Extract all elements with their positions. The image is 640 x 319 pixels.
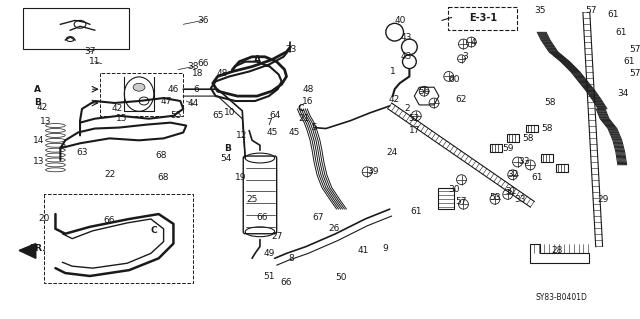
Text: 9: 9 <box>382 244 388 253</box>
Text: 33: 33 <box>518 158 530 167</box>
Text: 12: 12 <box>236 131 247 140</box>
Text: 57: 57 <box>456 197 467 206</box>
Text: 57: 57 <box>630 45 640 54</box>
Text: 59: 59 <box>502 144 513 153</box>
Text: C: C <box>150 226 157 235</box>
Text: B: B <box>224 144 231 153</box>
Text: 43: 43 <box>401 52 412 61</box>
Text: 51: 51 <box>263 271 275 280</box>
Text: 1: 1 <box>390 67 396 76</box>
Text: 27: 27 <box>271 232 282 241</box>
Text: 57: 57 <box>586 6 597 15</box>
Text: FR.: FR. <box>29 244 46 253</box>
Text: 3: 3 <box>463 52 468 61</box>
Text: 47: 47 <box>161 97 172 106</box>
Text: 2: 2 <box>404 104 410 113</box>
Text: 25: 25 <box>246 195 258 204</box>
Text: 30: 30 <box>448 185 460 194</box>
Text: 54: 54 <box>220 153 231 162</box>
Text: 67: 67 <box>312 212 324 221</box>
Text: 58: 58 <box>544 99 556 108</box>
Text: 55: 55 <box>171 111 182 120</box>
Text: 23: 23 <box>285 45 297 54</box>
Text: 29: 29 <box>597 195 609 204</box>
Text: 68: 68 <box>155 151 166 160</box>
Text: SY83-B0401D: SY83-B0401D <box>536 293 588 302</box>
Polygon shape <box>19 244 36 258</box>
Text: 28: 28 <box>551 246 563 255</box>
Text: 21: 21 <box>298 114 310 123</box>
Text: 14: 14 <box>33 136 44 145</box>
Text: 17: 17 <box>408 126 420 135</box>
Text: 66: 66 <box>197 59 209 68</box>
Text: 19: 19 <box>234 173 246 182</box>
Text: 33: 33 <box>515 195 526 204</box>
Text: 22: 22 <box>104 170 115 179</box>
Text: 61: 61 <box>623 57 634 66</box>
Text: 41: 41 <box>358 246 369 255</box>
Text: 61: 61 <box>607 10 619 19</box>
Text: 61: 61 <box>615 28 627 37</box>
Text: 16: 16 <box>302 97 314 106</box>
Text: 45: 45 <box>289 128 300 137</box>
Text: 15: 15 <box>116 114 127 123</box>
Text: 31: 31 <box>505 187 516 196</box>
Text: 46: 46 <box>168 85 179 94</box>
Text: 60: 60 <box>448 75 460 84</box>
Text: 38: 38 <box>188 62 199 71</box>
Text: 57: 57 <box>630 69 640 78</box>
Text: 44: 44 <box>188 100 199 108</box>
Text: 63: 63 <box>76 148 88 157</box>
Text: 18: 18 <box>192 69 204 78</box>
Text: 42: 42 <box>389 94 400 104</box>
Text: 13: 13 <box>40 117 51 126</box>
Text: 58: 58 <box>541 124 553 133</box>
Text: 20: 20 <box>38 214 49 224</box>
Text: 8: 8 <box>289 254 294 263</box>
Text: 48: 48 <box>217 69 228 78</box>
Text: 43: 43 <box>401 33 412 41</box>
Text: 34: 34 <box>617 89 628 98</box>
Ellipse shape <box>133 83 145 91</box>
Text: E-3-1: E-3-1 <box>469 13 497 23</box>
Text: 61: 61 <box>531 173 543 182</box>
Text: 66: 66 <box>104 217 115 226</box>
Text: 45: 45 <box>266 128 278 137</box>
Text: C: C <box>298 104 305 113</box>
Text: 5: 5 <box>311 123 317 132</box>
Text: 64: 64 <box>269 111 280 120</box>
Text: 52: 52 <box>408 114 420 123</box>
Text: 42: 42 <box>37 103 48 112</box>
Text: 49: 49 <box>263 249 275 258</box>
Text: 4: 4 <box>470 38 476 47</box>
Text: 62: 62 <box>456 94 467 104</box>
Text: 32: 32 <box>507 170 518 179</box>
Text: A: A <box>253 55 260 64</box>
Text: 36: 36 <box>197 16 209 25</box>
Text: 56: 56 <box>419 87 430 96</box>
Text: 24: 24 <box>386 148 397 157</box>
Text: 42: 42 <box>112 104 123 113</box>
Text: 48: 48 <box>303 85 314 94</box>
Text: 66: 66 <box>281 278 292 287</box>
Text: 53: 53 <box>489 193 500 202</box>
Text: 11: 11 <box>89 57 100 66</box>
Text: A: A <box>35 85 41 94</box>
Text: 68: 68 <box>158 173 170 182</box>
Text: 39: 39 <box>367 167 379 176</box>
Text: 7: 7 <box>266 118 272 127</box>
Text: 13: 13 <box>33 158 45 167</box>
Text: 50: 50 <box>335 273 346 282</box>
Text: 65: 65 <box>212 111 223 120</box>
Text: 58: 58 <box>523 134 534 143</box>
Text: 37: 37 <box>84 47 95 56</box>
Text: 35: 35 <box>534 6 546 15</box>
Text: 6: 6 <box>193 85 199 94</box>
Text: 10: 10 <box>224 108 236 117</box>
Text: 66: 66 <box>256 212 268 221</box>
Text: B: B <box>35 99 41 108</box>
Text: 61: 61 <box>410 207 422 216</box>
Text: 26: 26 <box>328 224 339 233</box>
Text: 40: 40 <box>395 16 406 25</box>
